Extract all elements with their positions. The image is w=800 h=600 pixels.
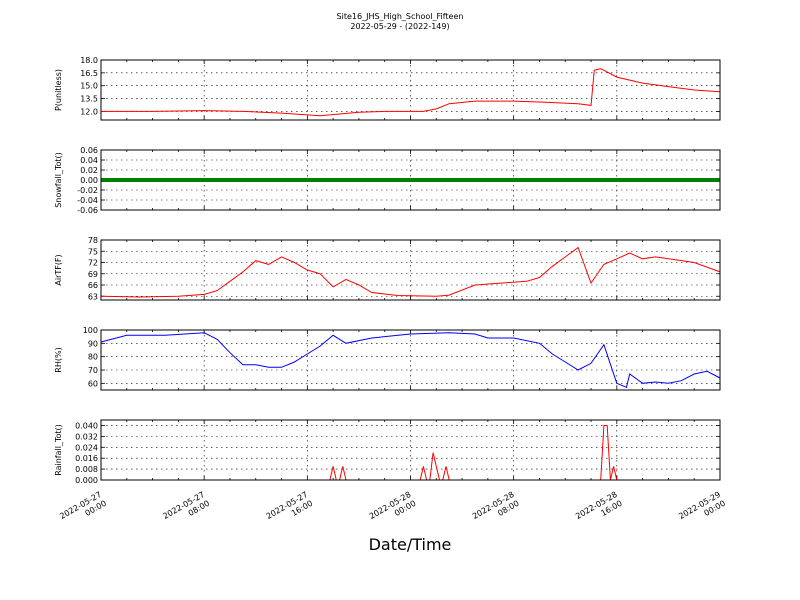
y-tick-label: 13.5	[80, 95, 98, 104]
y-tick-label: 0.00	[80, 176, 98, 185]
series-line	[100, 246, 721, 298]
y-axis-label: Snowfall_Tot()	[54, 152, 63, 208]
panel-2: 63 66 69 72 75 78 AirTF(F)	[54, 236, 721, 301]
series-line	[100, 332, 721, 388]
y-tick-label: 0.016	[75, 454, 98, 463]
y-tick-label: 90	[88, 339, 98, 348]
y-tick-label: 16.5	[80, 69, 98, 78]
y-tick-label: 63	[88, 292, 98, 301]
y-tick-label: 0.06	[80, 146, 98, 155]
panel-0: 12.0 13.5 15.0 16.5 18.0 P(unitless)	[54, 56, 721, 121]
y-axis-label: Rainfall_Tot()	[54, 424, 63, 476]
y-axis-label: AirTF(F)	[54, 254, 63, 285]
y-tick-label: 69	[88, 270, 98, 279]
panel-1: -0.06-0.04-0.020.000.020.040.06 Snowfall_…	[54, 146, 721, 215]
y-tick-label: 0.04	[80, 156, 98, 165]
x-tick-label: 2022-05-2708:00	[161, 490, 211, 530]
y-tick-label: 75	[88, 247, 98, 256]
y-tick-label: -0.04	[77, 196, 98, 205]
series-line	[101, 68, 721, 117]
y-tick-label: 15.0	[80, 82, 98, 91]
y-tick-label: 12.0	[80, 107, 98, 116]
y-tick-label: 0.040	[75, 421, 98, 430]
x-axis-label: Date/Time	[369, 535, 452, 554]
y-tick-label: 0.02	[80, 166, 98, 175]
y-axis-label: RH(%)	[54, 347, 63, 372]
panel-frame	[100, 239, 721, 301]
panel-3: 60 70 80 90 100 RH(%)	[54, 326, 721, 391]
y-tick-label: 70	[88, 366, 98, 375]
y-tick-label: 66	[88, 281, 98, 290]
x-axis-ticks: 2022-05-2700:00 2022-05-2708:00 2022-05-27…	[58, 490, 727, 530]
panel-frame	[100, 59, 721, 121]
y-tick-label: 100	[83, 326, 98, 335]
x-tick-label: 2022-05-2808:00	[471, 490, 521, 530]
y-tick-label: 72	[88, 259, 98, 268]
panels: 12.013.515.016.518.0P(unitless)-0.06-0.0…	[54, 56, 721, 485]
y-tick-label: -0.06	[77, 206, 98, 215]
y-tick-label: 0.032	[75, 432, 98, 441]
x-tick-label: 2022-05-2800:00	[368, 490, 418, 530]
panel-frame	[100, 149, 721, 211]
panel-frame	[100, 419, 721, 481]
series-line	[101, 425, 720, 481]
y-tick-label: 0.008	[75, 465, 98, 474]
x-tick-label: 2022-05-2716:00	[265, 490, 315, 530]
y-tick-label: 18.0	[80, 56, 98, 65]
y-tick-label: 0.024	[75, 443, 98, 452]
panel-frame	[100, 329, 721, 391]
x-tick-label: 2022-05-2816:00	[574, 490, 624, 530]
y-axis-label: P(unitless)	[54, 69, 63, 111]
y-tick-label: 60	[88, 379, 98, 388]
x-tick-label: 2022-05-2700:00	[58, 490, 108, 530]
y-tick-label: 80	[88, 353, 98, 362]
chart-title: Site16_JHS_High_School_Fifteen	[337, 12, 464, 21]
panel-4: 0.000 0.008 0.016 0.024 0.032 0.040 Rainfall_T…	[54, 419, 721, 485]
x-tick-label: 2022-05-2900:00	[677, 490, 727, 530]
y-tick-label: -0.02	[77, 186, 98, 195]
y-tick-label: 78	[88, 236, 98, 245]
chart-subtitle: 2022-05-29 - (2022-149)	[350, 22, 449, 31]
y-tick-label: 0.000	[75, 476, 98, 485]
